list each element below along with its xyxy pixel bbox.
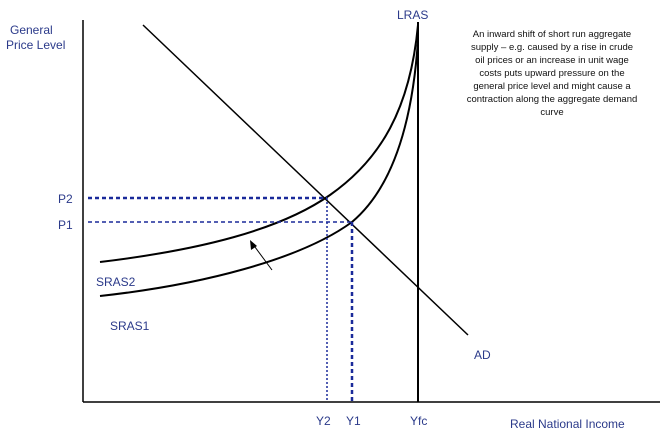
- annotation-line: oil prices or an increase in unit wage: [475, 55, 629, 66]
- y2-label: Y2: [316, 414, 331, 428]
- yfc-label: Yfc: [410, 414, 427, 428]
- annotation-line: general price level and might cause a: [473, 81, 631, 92]
- ad-line: [142, 24, 469, 336]
- annotation-line: costs puts upward pressure on the: [479, 68, 624, 79]
- lras-label: LRAS: [397, 8, 428, 22]
- arrow-head: [250, 240, 257, 250]
- annotation-line: curve: [540, 107, 563, 118]
- y-axis-label: General: [10, 23, 53, 37]
- y-axis-label: Price Level: [6, 38, 65, 52]
- sras2-label: SRAS2: [96, 275, 136, 289]
- ad-label: AD: [474, 348, 491, 362]
- x-axis-label: Real National Income: [510, 417, 625, 431]
- shift-arrow: [251, 242, 273, 271]
- p2-label: P2: [58, 192, 73, 206]
- annotation-line: supply – e.g. caused by a rise in crude: [471, 42, 633, 53]
- y1-label: Y1: [346, 414, 361, 428]
- p1-label: P1: [58, 218, 73, 232]
- annotation-line: contraction along the aggregate demand: [467, 94, 638, 105]
- annotation-line: An inward shift of short run aggregate: [473, 29, 631, 40]
- sras2-curve: [99, 24, 419, 263]
- annotation: An inward shift of short run aggregate s…: [467, 29, 638, 118]
- sras1-label: SRAS1: [110, 319, 150, 333]
